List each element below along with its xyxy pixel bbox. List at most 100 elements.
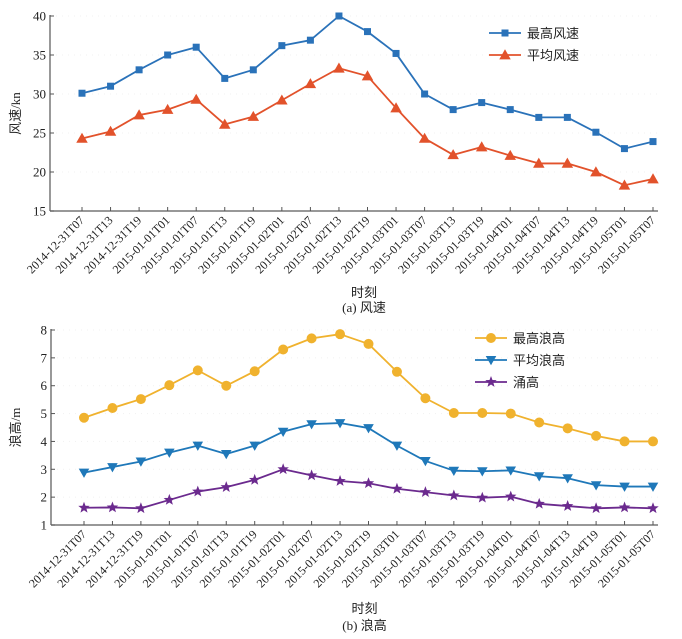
data-point — [476, 491, 489, 503]
legend-label: 涌高 — [513, 375, 539, 390]
data-point — [420, 393, 431, 404]
data-point — [619, 436, 630, 447]
data-point — [390, 102, 402, 113]
series-3 — [78, 463, 659, 514]
data-point — [161, 103, 174, 114]
chart-caption: (b) 浪高 — [342, 618, 386, 633]
data-point — [107, 82, 115, 90]
data-point — [391, 441, 403, 451]
data-point — [420, 456, 431, 467]
y-tick-label: 8 — [41, 323, 48, 338]
legend-entry: 平均浪高 — [475, 353, 565, 368]
data-point — [477, 467, 488, 477]
data-point — [533, 157, 545, 168]
legend-entry: 最高风速 — [489, 26, 579, 41]
y-tick-label: 20 — [33, 165, 46, 180]
data-point — [78, 89, 86, 97]
y-tick-label: 40 — [33, 9, 46, 24]
legend-label: 最高风速 — [527, 26, 579, 41]
data-point — [618, 501, 631, 513]
data-point — [192, 43, 200, 51]
data-point — [247, 110, 260, 121]
data-point — [78, 468, 90, 478]
data-point — [505, 466, 517, 476]
data-point — [107, 463, 118, 473]
wind-speed-chart: 1520253035402014-12-31T072014-12-31T1320… — [8, 9, 659, 315]
data-point — [190, 93, 202, 104]
data-point — [561, 157, 574, 168]
data-point — [563, 113, 571, 121]
data-point — [447, 149, 459, 160]
data-point — [478, 99, 486, 107]
data-point — [135, 502, 147, 514]
data-point — [421, 90, 429, 98]
legend-entry: 平均风速 — [489, 48, 579, 63]
data-point — [78, 501, 90, 513]
series-1 — [79, 329, 658, 447]
data-point — [477, 408, 488, 419]
wave-height-chart: 123456782014-12-31T072014-12-31T132014-1… — [8, 323, 659, 633]
data-point — [620, 145, 628, 153]
data-point — [363, 424, 374, 434]
legend-marker — [499, 49, 511, 60]
data-point — [305, 469, 318, 481]
data-point — [104, 125, 117, 136]
data-point — [192, 441, 204, 451]
data-point — [249, 366, 260, 377]
data-point — [248, 473, 261, 485]
chart-caption: (a) 风速 — [342, 300, 386, 315]
data-point — [79, 412, 89, 423]
data-point — [534, 417, 545, 428]
data-point — [448, 408, 459, 419]
data-point — [135, 66, 143, 74]
data-point — [163, 493, 176, 505]
legend-entry: 最高浪高 — [475, 331, 565, 346]
data-point — [219, 118, 231, 129]
data-point — [590, 481, 602, 491]
data-point — [364, 28, 371, 36]
series-1 — [78, 12, 657, 153]
data-point — [135, 457, 147, 467]
data-point — [363, 338, 374, 349]
data-point — [192, 485, 204, 497]
y-axis-title: 风速/kn — [8, 92, 23, 135]
data-point — [221, 380, 232, 391]
series-2 — [76, 62, 659, 190]
data-point — [306, 333, 317, 344]
data-point — [362, 477, 375, 489]
legend-marker — [485, 376, 497, 387]
data-point — [106, 501, 119, 513]
data-point — [76, 132, 88, 143]
data-point — [220, 450, 232, 460]
data-point — [164, 51, 172, 59]
data-point — [277, 463, 289, 475]
legend-marker — [501, 29, 509, 37]
data-point — [647, 502, 659, 514]
y-tick-label: 5 — [41, 406, 48, 421]
data-point — [164, 380, 175, 391]
data-point — [448, 466, 460, 476]
data-point — [506, 106, 514, 114]
legend-label: 平均浪高 — [513, 353, 565, 368]
data-point — [276, 94, 288, 105]
data-point — [306, 36, 314, 44]
data-point — [278, 42, 286, 50]
data-point — [220, 481, 232, 492]
data-point — [135, 394, 146, 405]
legend-label: 平均风速 — [527, 48, 579, 63]
legend-entry: 涌高 — [475, 375, 539, 390]
data-point — [192, 365, 203, 376]
y-tick-label: 15 — [33, 204, 46, 219]
data-point — [361, 70, 374, 81]
data-point — [392, 49, 400, 57]
data-point — [561, 500, 574, 511]
data-point — [562, 423, 573, 434]
data-point — [505, 408, 516, 419]
data-point — [278, 344, 289, 355]
data-point — [475, 141, 488, 152]
data-point — [592, 128, 600, 136]
x-axis-title: 时刻 — [351, 285, 377, 300]
data-point — [334, 419, 346, 429]
data-point — [133, 109, 145, 120]
data-point — [333, 62, 345, 73]
